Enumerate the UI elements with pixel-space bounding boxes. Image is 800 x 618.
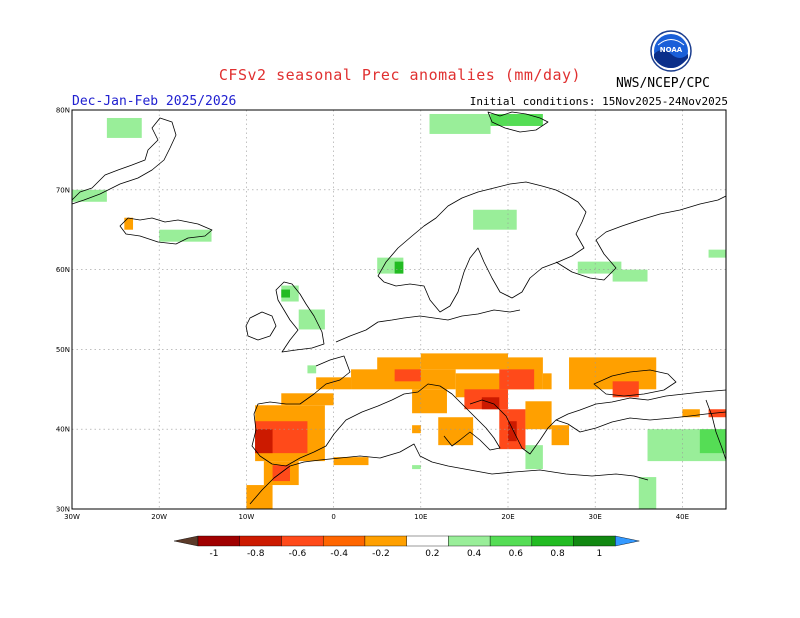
anomaly-cell [307, 365, 317, 374]
legend-label: 0.8 [550, 549, 565, 559]
lon-tick-label: 10W [238, 513, 254, 521]
anomaly-cell [490, 113, 543, 126]
anomaly-cell [106, 117, 142, 138]
initial-conditions: Initial conditions: 15Nov2025-24Nov2025 [469, 95, 728, 108]
coastlines [71, 111, 727, 505]
anomaly-cell [246, 485, 273, 509]
anomaly-cell [577, 261, 622, 274]
lat-lon-grid [71, 109, 726, 510]
anomaly-cell [412, 465, 421, 470]
lat-tick-label: 60N [56, 266, 70, 274]
legend-swatch [531, 535, 574, 547]
anomaly-cell [438, 417, 474, 446]
anomaly-cell [429, 113, 491, 134]
noaa-logo-icon: NOAA [650, 30, 692, 72]
anomaly-cell [394, 261, 404, 274]
legend-label: 0.2 [425, 549, 439, 559]
anomaly-cell [525, 401, 552, 430]
anomaly-cell [316, 377, 352, 390]
anomaly-cell [412, 425, 421, 434]
legend-swatch [364, 535, 407, 547]
lon-tick-label: 40E [676, 513, 689, 521]
anomaly-cell [281, 393, 334, 406]
legend-swatch [448, 535, 491, 547]
legend-swatch [281, 535, 324, 547]
anomaly-cell [638, 477, 657, 509]
legend-label: 0.4 [467, 549, 482, 559]
legend-arrow-right [615, 535, 640, 547]
forecast-period: Dec-Jan-Feb 2025/2026 [72, 94, 237, 109]
lat-tick-label: 70N [56, 186, 70, 194]
longitude-labels: 30W 20W 10W 0 10E 20E 30E 40E [64, 513, 689, 521]
legend-arrow-left [173, 535, 199, 547]
anomaly-cell [420, 353, 508, 370]
anomaly-cell [473, 209, 517, 230]
lon-tick-label: 10E [414, 513, 427, 521]
lat-tick-label: 80N [56, 107, 70, 115]
latitude-labels: 80N 70N 60N 50N 40N 30N [56, 107, 70, 514]
legend-label: -1 [210, 549, 219, 559]
legend-swatch [239, 535, 282, 547]
lon-tick-label: 20E [501, 513, 514, 521]
anomaly-cell [281, 289, 290, 298]
anomaly-cell [708, 249, 726, 258]
anomaly-cell [159, 229, 212, 242]
anomaly-cell [699, 429, 726, 454]
anomaly-cell [124, 217, 134, 230]
lat-tick-label: 50N [56, 346, 70, 354]
lon-tick-label: 0 [331, 513, 335, 521]
lon-tick-label: 20W [151, 513, 167, 521]
lon-tick-label: 30E [589, 513, 602, 521]
legend-label: -0.4 [330, 549, 348, 559]
color-legend: -1 -0.8 -0.6 -0.4 -0.2 0.2 0.4 0.6 0.8 1 [173, 535, 640, 559]
legend-label: -0.2 [372, 549, 390, 559]
lat-tick-label: 30N [56, 506, 70, 514]
noaa-logo-text: NOAA [660, 46, 683, 54]
lat-tick-label: 40N [56, 426, 70, 434]
anomaly-cell [682, 409, 700, 418]
legend-swatch [573, 535, 616, 547]
map-frame [71, 109, 727, 510]
anomaly-cell [394, 369, 421, 382]
lon-tick-label: 30W [64, 513, 80, 521]
legend-swatch [197, 535, 240, 547]
anomaly-cell [612, 269, 648, 282]
anomaly-cell [333, 457, 369, 466]
anomaly-cell [612, 381, 639, 398]
anomaly-cell [542, 373, 552, 390]
legend-label: 0.6 [509, 549, 524, 559]
legend-label: -0.6 [289, 549, 307, 559]
legend-swatch [406, 535, 449, 547]
anomaly-cell [72, 189, 107, 202]
anomaly-cell [525, 445, 543, 470]
anomaly-cell [551, 425, 570, 446]
legend-label: -0.8 [247, 549, 265, 559]
anomaly-cell [508, 421, 517, 442]
legend-swatch [489, 535, 533, 547]
legend-swatch [322, 535, 366, 547]
agency-label: NWS/NCEP/CPC [616, 76, 710, 91]
anomaly-cell [255, 429, 273, 454]
anomaly-cells [72, 113, 726, 509]
legend-label: 1 [596, 549, 602, 559]
anomaly-cell [499, 369, 535, 390]
anomaly-cell [412, 389, 447, 414]
chart-title: CFSv2 seasonal Prec anomalies (mm/day) [218, 66, 582, 84]
